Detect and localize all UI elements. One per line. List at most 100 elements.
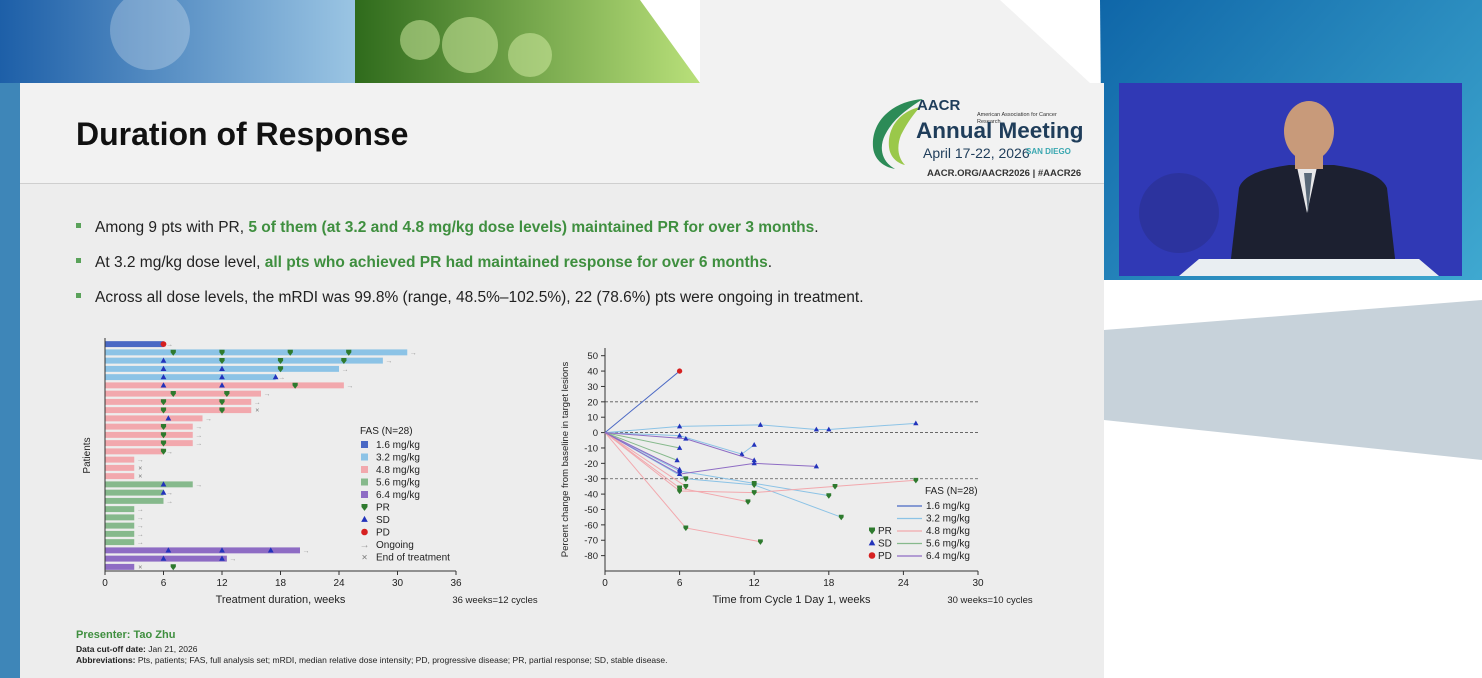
y-tick-label: -60 [584, 520, 598, 531]
meeting-dates: April 17-22, 2026 [923, 145, 1030, 161]
sd-marker [160, 365, 167, 371]
legend-label: 4.8 mg/kg [926, 526, 970, 537]
bullet-1-post: . [814, 219, 819, 236]
end-of-treatment-marker: × [138, 564, 142, 571]
pr-marker [160, 448, 167, 455]
x-tick-label: 18 [275, 578, 287, 589]
patient-bar [105, 407, 252, 414]
patient-bar [105, 514, 135, 521]
patient-bar [105, 390, 261, 397]
sd-marker [219, 365, 225, 371]
y-tick-label: 30 [587, 382, 598, 393]
sd-marker [739, 451, 745, 457]
pd-marker [160, 341, 167, 347]
x-tick-label: 0 [102, 578, 108, 589]
patient-bar [105, 440, 193, 447]
speaker-figure [1119, 83, 1462, 276]
x-axis-label: Treatment duration, weeks [216, 594, 346, 606]
pr-marker [277, 366, 284, 373]
patient-line [604, 432, 755, 455]
ongoing-marker: → [254, 399, 261, 406]
y-tick-label: -80 [584, 551, 598, 562]
sd-marker [674, 457, 680, 463]
pr-marker [160, 424, 167, 431]
ongoing-marker: → [137, 457, 144, 464]
legend-label: 5.6 mg/kg [376, 478, 420, 489]
patient-line [604, 432, 761, 543]
y-tick-label: 10 [587, 413, 598, 424]
legend-title: FAS (N=28) [925, 486, 978, 497]
patient-line [604, 432, 680, 470]
patient-bar [105, 563, 135, 570]
pr-marker [677, 488, 682, 495]
patient-bar [105, 357, 383, 364]
ongoing-marker: → [195, 441, 202, 448]
patient-bar [105, 431, 193, 438]
sd-marker [160, 481, 167, 487]
pr-marker [913, 477, 919, 484]
pr-marker [869, 527, 875, 535]
cutoff-label: Data cut-off date: [76, 644, 146, 654]
abbr-label: Abbreviations: [76, 655, 136, 665]
abbr-value: Pts, patients; FAS, full analysis set; m… [137, 655, 668, 665]
sd-marker [757, 422, 764, 427]
legend-label: PD [878, 551, 892, 562]
end-of-treatment-marker: × [138, 474, 142, 481]
bullet-1-pre: Among 9 pts with PR, [95, 219, 249, 236]
legend-label: SD [878, 539, 892, 550]
bullet-2-post: . [767, 254, 773, 271]
bullet-2-pre: At 3.2 mg/kg dose level, [95, 254, 265, 271]
legend-label: 6.4 mg/kg [926, 551, 970, 562]
patient-line [604, 370, 680, 433]
ongoing-marker: → [205, 416, 212, 423]
pr-marker [683, 484, 689, 490]
pd-marker [361, 528, 368, 536]
pd-marker [868, 552, 876, 559]
swimmer-plot: →→→→→→→→×→→→→→→××→→→→→→→→→→×0 6 12 18 24 30 36… [82, 338, 538, 606]
pr-marker [170, 349, 176, 356]
ongoing-marker: → [303, 548, 310, 555]
bullet-2-highlight: all pts who achieved PR had maintained r… [264, 254, 768, 271]
legend-label: PR [376, 503, 390, 514]
pr-marker [219, 399, 225, 406]
patient-bar [105, 489, 164, 496]
patient-bar [105, 448, 164, 455]
bullet-1: Among 9 pts with PR, 5 of them (at 3.2 a… [76, 219, 819, 237]
sd-marker [683, 435, 689, 441]
patient-line [604, 432, 678, 461]
legend-label: 1.6 mg/kg [376, 440, 420, 451]
y-tick-label: -20 [584, 459, 598, 470]
pd-marker [676, 368, 683, 374]
data-cutoff: Data cut-off date: Jan 21, 2026 [76, 644, 197, 654]
x-tick-label: 6 [161, 578, 167, 589]
bullet-marker [76, 293, 81, 299]
ongoing-marker: → [137, 507, 144, 514]
sd-marker [160, 382, 167, 388]
legend-label: 1.6 mg/kg [926, 501, 970, 512]
x-tick-label: 24 [898, 578, 910, 589]
sd-marker [219, 547, 225, 553]
pr-marker [361, 504, 368, 511]
patient-bar [105, 473, 135, 480]
ongoing-marker: → [342, 366, 349, 373]
patient-line [604, 432, 687, 487]
legend-label: 6.4 mg/kg [376, 490, 420, 501]
ongoing-marker: → [278, 375, 285, 382]
y-tick-label: -10 [584, 443, 598, 454]
bullet-3-text: Across all dose levels, the mRDI was 99.… [95, 289, 864, 306]
legend-label: PR [878, 526, 892, 537]
x-tick-label: 36 [450, 578, 462, 589]
ongoing-marker: → [195, 432, 202, 439]
legend-label: 4.8 mg/kg [376, 465, 420, 476]
y-tick-label: 50 [587, 351, 598, 362]
bullet-1-highlight: 5 of them (at 3.2 and 4.8 mg/kg dose lev… [248, 219, 815, 236]
sd-marker [676, 471, 683, 477]
legend-label: 3.2 mg/kg [376, 453, 420, 464]
sd-marker [813, 426, 820, 432]
ongoing-marker: → [137, 531, 144, 538]
sd-marker [913, 420, 919, 426]
patient-bar [105, 555, 227, 562]
abbreviations: Abbreviations: Pts, patients; FAS, full … [76, 655, 668, 665]
patient-bar [105, 423, 193, 430]
legend-label: 5.6 mg/kg [926, 539, 970, 550]
